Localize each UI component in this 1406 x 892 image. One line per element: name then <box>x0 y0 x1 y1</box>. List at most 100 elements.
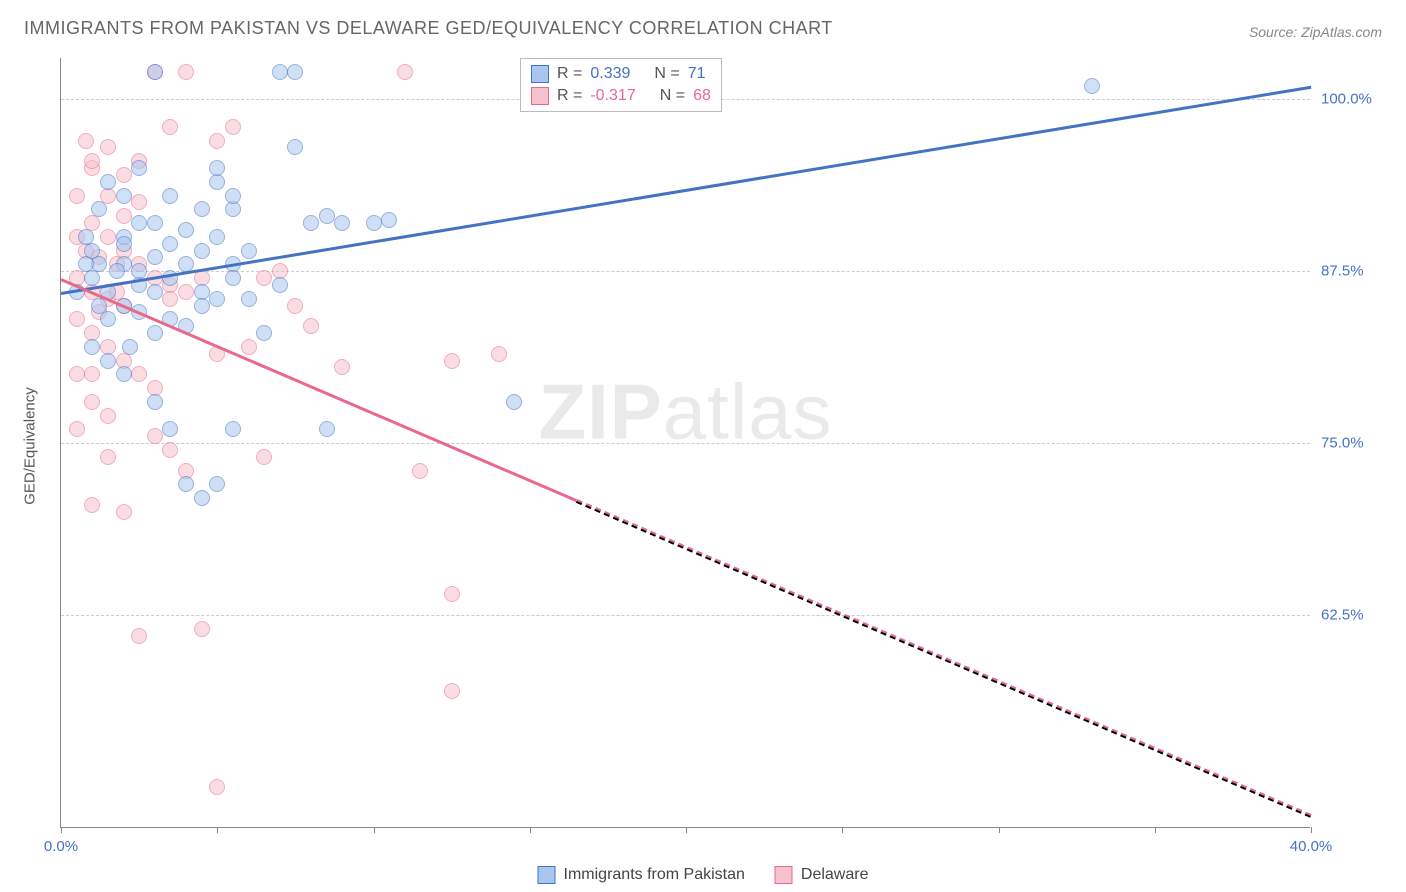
data-point <box>444 353 460 369</box>
n-label: N = <box>654 65 679 83</box>
ytick-label: 100.0% <box>1321 91 1372 108</box>
data-point <box>256 270 272 286</box>
trend-line <box>61 86 1311 295</box>
data-point <box>78 133 94 149</box>
data-point <box>100 188 116 204</box>
data-point <box>225 421 241 437</box>
ytick-label: 62.5% <box>1321 606 1364 623</box>
data-point <box>100 174 116 190</box>
data-point <box>122 339 138 355</box>
gridline <box>61 443 1310 444</box>
data-point <box>131 194 147 210</box>
data-point <box>84 243 100 259</box>
xtick <box>1155 827 1156 833</box>
data-point <box>225 119 241 135</box>
data-point <box>84 153 100 169</box>
stats-row-pink: R = -0.317 N = 68 <box>531 85 711 107</box>
data-point <box>209 779 225 795</box>
xtick <box>217 827 218 833</box>
legend-swatch-pink <box>775 866 793 884</box>
data-point <box>209 291 225 307</box>
data-point <box>334 215 350 231</box>
stats-legend: R = 0.339 N = 71 R = -0.317 N = 68 <box>520 58 722 112</box>
data-point <box>100 311 116 327</box>
r-value-pink: -0.317 <box>590 87 635 105</box>
data-point <box>444 683 460 699</box>
stats-row-blue: R = 0.339 N = 71 <box>531 63 711 85</box>
data-point <box>178 284 194 300</box>
xtick-label: 40.0% <box>1290 838 1333 855</box>
data-point <box>412 463 428 479</box>
data-point <box>241 291 257 307</box>
data-point <box>225 201 241 217</box>
bottom-legend: Immigrants from Pakistan Delaware <box>538 866 869 884</box>
gridline <box>61 271 1310 272</box>
data-point <box>287 139 303 155</box>
data-point <box>147 428 163 444</box>
data-point <box>241 339 257 355</box>
data-point <box>84 394 100 410</box>
r-label-2: R = <box>557 87 582 105</box>
legend-label-blue: Immigrants from Pakistan <box>564 866 745 884</box>
data-point <box>84 339 100 355</box>
plot-area: ZIPatlas 62.5%75.0%87.5%100.0%0.0%40.0% <box>60 58 1310 828</box>
data-point <box>178 64 194 80</box>
data-point <box>116 236 132 252</box>
data-point <box>147 249 163 265</box>
data-point <box>100 139 116 155</box>
data-point <box>69 311 85 327</box>
data-point <box>84 366 100 382</box>
data-point <box>131 628 147 644</box>
data-point <box>162 442 178 458</box>
legend-label-pink: Delaware <box>801 866 869 884</box>
data-point <box>84 497 100 513</box>
data-point <box>381 212 397 228</box>
swatch-blue <box>531 65 549 83</box>
data-point <box>178 222 194 238</box>
y-axis-title: GED/Equivalency <box>22 387 39 505</box>
data-point <box>272 277 288 293</box>
xtick <box>1311 827 1312 833</box>
n-label-2: N = <box>660 87 685 105</box>
data-point <box>147 64 163 80</box>
xtick <box>842 827 843 833</box>
r-label: R = <box>557 65 582 83</box>
data-point <box>491 346 507 362</box>
data-point <box>116 366 132 382</box>
data-point <box>131 215 147 231</box>
data-point <box>209 174 225 190</box>
xtick <box>999 827 1000 833</box>
data-point <box>69 188 85 204</box>
ytick-label: 87.5% <box>1321 263 1364 280</box>
data-point <box>109 263 125 279</box>
data-point <box>225 188 241 204</box>
ytick-label: 75.0% <box>1321 435 1364 452</box>
data-point <box>319 208 335 224</box>
data-point <box>241 243 257 259</box>
data-point <box>194 201 210 217</box>
data-point <box>69 366 85 382</box>
n-value-blue: 71 <box>688 65 706 83</box>
data-point <box>225 270 241 286</box>
data-point <box>91 201 107 217</box>
data-point <box>147 215 163 231</box>
data-point <box>366 215 382 231</box>
data-point <box>78 256 94 272</box>
data-point <box>116 208 132 224</box>
data-point <box>147 284 163 300</box>
chart-title: IMMIGRANTS FROM PAKISTAN VS DELAWARE GED… <box>24 18 833 39</box>
data-point <box>334 359 350 375</box>
data-point <box>116 167 132 183</box>
legend-item-blue: Immigrants from Pakistan <box>538 866 745 884</box>
data-point <box>84 270 100 286</box>
data-point <box>256 325 272 341</box>
data-point <box>69 421 85 437</box>
data-point <box>319 421 335 437</box>
source-label: Source: ZipAtlas.com <box>1249 24 1382 40</box>
data-point <box>256 449 272 465</box>
data-point <box>194 243 210 259</box>
data-point <box>116 504 132 520</box>
data-point <box>131 160 147 176</box>
data-point <box>397 64 413 80</box>
data-point <box>147 325 163 341</box>
